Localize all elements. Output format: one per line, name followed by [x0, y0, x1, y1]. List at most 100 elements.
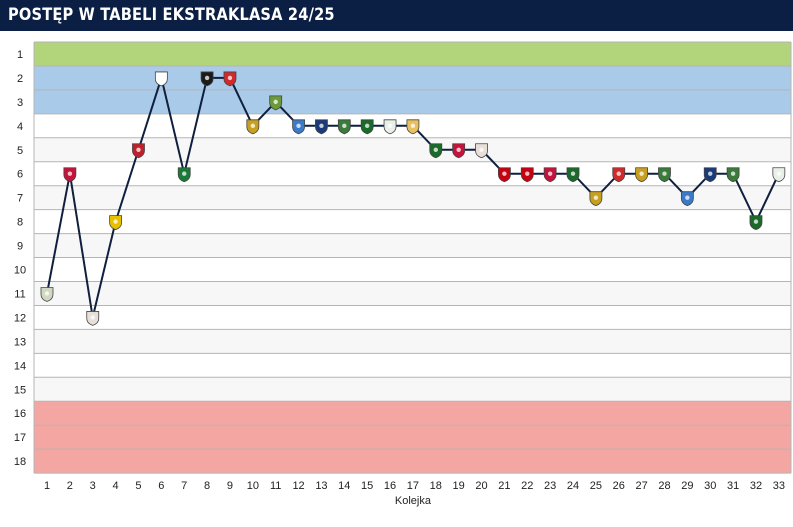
crest-emblem — [204, 75, 210, 81]
chart-header: POSTĘP W TABELI EKSTRAKLASA 24/25 — [0, 0, 793, 31]
x-tick-label: 1 — [44, 480, 50, 492]
y-tick-label: 11 — [14, 288, 25, 300]
crest-emblem — [387, 123, 393, 129]
x-tick-label: 4 — [113, 480, 119, 492]
x-tick-label: 21 — [498, 480, 510, 492]
position-row-band — [34, 161, 791, 186]
crest-emblem — [44, 291, 50, 296]
data-point-crest — [498, 167, 511, 183]
x-tick-label: 25 — [590, 480, 602, 492]
data-point-crest — [520, 167, 534, 183]
crest-emblem — [616, 171, 621, 176]
y-tick-label: 4 — [17, 121, 23, 133]
data-point-crest — [452, 143, 466, 159]
gridlines — [33, 41, 792, 474]
data-point-crest — [292, 119, 305, 135]
crest-emblem — [570, 171, 576, 176]
x-tick-label: 13 — [315, 480, 327, 492]
x-tick-label: 18 — [430, 480, 442, 492]
position-row-band — [34, 377, 791, 402]
crest-emblem — [662, 171, 667, 176]
crest-emblem — [547, 171, 553, 176]
position-row-band — [34, 42, 791, 66]
y-tick-label: 9 — [17, 241, 23, 253]
data-point-crest — [566, 167, 580, 183]
data-point-crest — [406, 119, 420, 135]
x-tick-label: 17 — [407, 480, 419, 492]
crest-emblem — [776, 171, 782, 176]
data-point-crest — [246, 119, 260, 135]
data-point-crest — [658, 167, 671, 183]
crest-emblem — [685, 195, 690, 200]
x-tick-label: 2 — [67, 480, 73, 492]
x-tick-label: 22 — [521, 480, 533, 492]
position-row-band — [34, 185, 791, 210]
crest-emblem — [639, 171, 644, 176]
x-tick-label: 3 — [90, 480, 96, 492]
x-tick-label: 5 — [135, 480, 141, 492]
crest-emblem — [250, 123, 256, 129]
crest-emblem — [90, 315, 95, 320]
data-point-crest — [612, 167, 626, 183]
data-point-crest — [109, 215, 123, 231]
y-tick-label: 8 — [17, 217, 23, 229]
x-tick-label: 29 — [681, 480, 693, 492]
x-tick-label: 6 — [158, 480, 164, 492]
y-tick-label: 1 — [17, 49, 23, 61]
data-point-crest — [200, 71, 214, 87]
x-tick-label: 19 — [453, 480, 465, 492]
x-tick-label: 32 — [750, 480, 762, 492]
crest-emblem — [136, 147, 141, 152]
y-tick-label: 10 — [14, 265, 26, 277]
y-tick-label: 13 — [14, 336, 26, 348]
data-point-crest — [132, 143, 145, 159]
data-point-crest — [703, 167, 717, 183]
y-tick-label: 7 — [17, 193, 23, 205]
series-markers — [40, 71, 786, 326]
crest-emblem — [525, 171, 530, 176]
x-tick-label: 20 — [475, 480, 487, 492]
position-row-band — [34, 449, 791, 474]
data-point-crest — [475, 143, 488, 159]
crest-emblem — [113, 219, 118, 224]
crest-emblem — [730, 171, 736, 176]
crest-emblem — [410, 123, 416, 129]
data-point-crest — [543, 167, 557, 183]
data-point-crest — [337, 119, 351, 135]
crest-emblem — [273, 99, 278, 105]
crest-emblem — [319, 123, 324, 129]
data-point-crest — [635, 167, 649, 183]
x-tick-label: 33 — [773, 480, 785, 492]
position-row-band — [34, 137, 791, 162]
position-row-band — [34, 401, 791, 426]
data-point-crest — [177, 167, 191, 183]
x-tick-label: 14 — [338, 480, 350, 492]
data-point-crest — [589, 191, 603, 207]
data-point-crest — [154, 71, 168, 87]
y-tick-label: 14 — [14, 360, 26, 372]
data-point-crest — [86, 311, 100, 326]
position-row-band — [34, 281, 791, 306]
position-row-band — [34, 65, 791, 90]
y-tick-label: 6 — [17, 169, 23, 181]
crest-emblem — [502, 171, 507, 176]
crest-emblem — [456, 147, 461, 152]
x-tick-label: 12 — [292, 480, 304, 492]
position-row-band — [34, 233, 791, 258]
crest-emblem — [364, 123, 370, 129]
position-row-band — [34, 89, 791, 114]
data-point-crest — [680, 191, 694, 207]
data-point-crest — [63, 167, 77, 183]
crest-emblem — [479, 147, 484, 152]
position-row-band — [34, 353, 791, 378]
position-row-band — [34, 209, 791, 234]
y-tick-label: 12 — [14, 312, 26, 324]
data-point-crest — [772, 167, 786, 183]
x-tick-labels: 1 2 3 4 5 6 7 8 9 10 11 12 13 14 15 16 17 18 19 20 21 22 23 24 2… — [44, 480, 785, 492]
data-point-crest — [315, 119, 328, 135]
x-tick-label: 28 — [658, 480, 670, 492]
crest-emblem — [593, 195, 599, 200]
y-tick-label: 17 — [14, 432, 26, 444]
x-tick-label: 27 — [635, 480, 647, 492]
